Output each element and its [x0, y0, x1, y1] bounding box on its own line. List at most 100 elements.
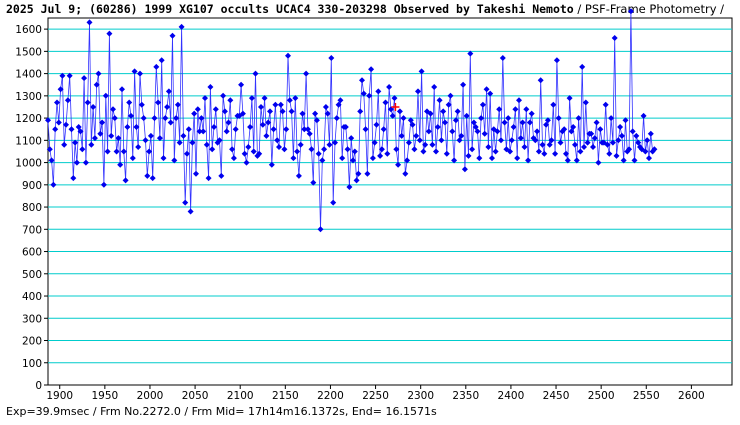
data-point [593, 119, 600, 126]
data-point [229, 146, 236, 153]
data-point [332, 139, 338, 146]
data-point [216, 137, 223, 144]
data-point [422, 141, 429, 148]
y-tick-label: 1100 [15, 135, 42, 147]
data-point [207, 84, 214, 90]
data-point [378, 146, 385, 153]
data-point [415, 88, 421, 95]
data-point [373, 121, 380, 128]
data-point [248, 95, 255, 102]
data-point [425, 128, 432, 135]
data-point [119, 86, 125, 93]
data-point [597, 126, 604, 133]
data-point [631, 157, 638, 164]
data-point [59, 72, 66, 79]
data-point [211, 124, 217, 130]
data-point [615, 137, 622, 144]
data-point [449, 128, 456, 135]
x-tick-label: 2200 [317, 390, 344, 402]
x-tick-label: 2100 [227, 390, 254, 402]
data-point [299, 110, 306, 117]
data-point [442, 119, 448, 126]
data-point [364, 170, 371, 177]
data-point [133, 124, 140, 130]
data-point [106, 30, 113, 37]
y-tick-label: 400 [22, 291, 42, 303]
data-point [333, 115, 340, 122]
data-point [276, 144, 282, 150]
data-point [561, 126, 568, 133]
data-point [70, 175, 77, 182]
data-point [153, 63, 160, 70]
data-point [642, 148, 649, 155]
data-point [582, 99, 589, 106]
data-point [185, 126, 192, 133]
data-point [322, 104, 329, 110]
data-point [272, 101, 279, 108]
data-point [436, 97, 443, 104]
y-tick-label: 1600 [15, 24, 42, 36]
data-point [90, 104, 97, 110]
data-point [564, 157, 571, 164]
data-point [375, 88, 382, 95]
data-point [396, 108, 403, 115]
x-tick-label: 2150 [272, 390, 299, 402]
data-point [113, 148, 120, 155]
data-point [581, 144, 587, 150]
data-point [588, 130, 595, 137]
data-point [142, 137, 149, 144]
data-point [537, 77, 544, 84]
data-point [420, 148, 427, 155]
data-point [151, 115, 158, 122]
data-point [602, 101, 609, 108]
data-point [102, 92, 109, 99]
data-point [286, 97, 293, 104]
data-point [566, 95, 573, 102]
data-point [268, 161, 275, 168]
data-point [575, 115, 582, 122]
data-point [359, 77, 365, 84]
data-point [193, 170, 199, 177]
y-tick-label: 900 [22, 180, 42, 192]
data-point [427, 110, 434, 117]
y-tick-label: 700 [22, 224, 42, 236]
data-point [606, 150, 613, 157]
data-point [371, 139, 378, 146]
data-point [544, 117, 551, 124]
data-point [534, 128, 541, 135]
y-tick-label: 1200 [15, 113, 42, 125]
data-point [577, 148, 584, 155]
data-point [82, 159, 89, 166]
data-point [584, 139, 591, 146]
data-point [258, 104, 264, 110]
data-point [382, 99, 389, 106]
data-point [77, 128, 84, 135]
data-point [45, 117, 51, 124]
data-point [411, 146, 418, 153]
y-tick-label: 800 [22, 202, 42, 214]
data-point [467, 50, 474, 57]
data-point [339, 155, 346, 162]
data-point [182, 199, 189, 206]
data-point [212, 106, 219, 113]
data-point [386, 84, 393, 90]
data-point [48, 157, 55, 164]
data-point [487, 90, 494, 97]
y-tick-label: 1500 [15, 46, 42, 58]
event-marker-group [391, 102, 400, 111]
data-point [526, 119, 533, 126]
data-point [200, 128, 207, 135]
data-point [377, 152, 384, 159]
data-point [405, 139, 412, 146]
data-point [362, 126, 369, 133]
data-point [454, 108, 461, 115]
data-point [465, 152, 472, 159]
data-point [120, 148, 127, 155]
data-point [570, 124, 577, 130]
data-point [162, 115, 169, 122]
data-point [312, 110, 319, 117]
data-point [368, 66, 375, 73]
data-point [521, 144, 528, 150]
data-point [290, 155, 297, 162]
data-point [221, 108, 228, 115]
